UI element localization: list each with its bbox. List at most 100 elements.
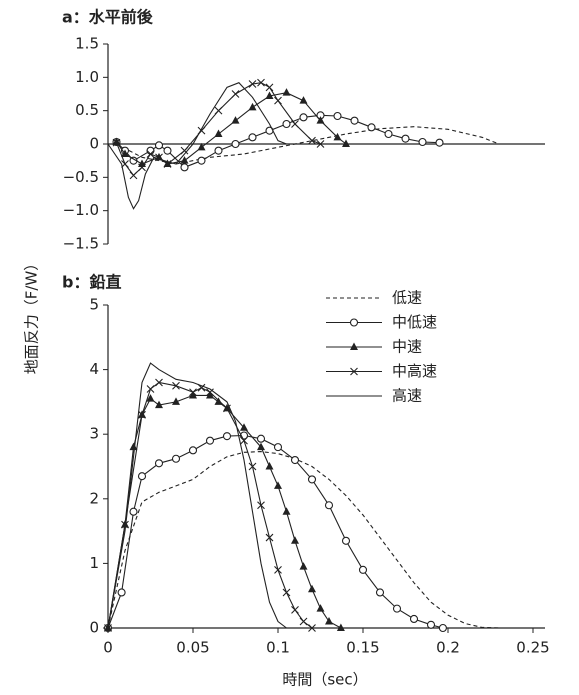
y-tick-label: 3 [89,425,99,443]
y-tick-label: 1 [89,554,99,572]
data-point [137,472,147,481]
data-point [257,501,265,510]
data-point [274,481,282,489]
data-point [155,400,163,409]
data-point [206,388,214,397]
data-point [214,146,223,155]
data-point [129,171,138,180]
data-point [418,137,427,147]
data-point [248,80,257,88]
data-point [172,397,180,405]
data-point [117,588,126,597]
y-tick-label: −1.5 [63,235,99,253]
data-point [197,142,206,151]
x-tick-label: 0.1 [266,639,290,657]
data-point [154,459,164,468]
data-point [205,436,215,445]
data-point [180,156,189,164]
data-point [171,454,181,463]
data-point [401,134,410,143]
data-point [265,462,274,470]
data-point [206,390,214,399]
data-point [112,137,121,145]
data-point [248,133,257,142]
x-tick-label: 0 [103,639,113,657]
y-tick-label: 2 [89,489,99,507]
data-point [316,604,325,612]
data-point [121,160,129,168]
data-point [138,410,146,419]
data-point [325,617,333,625]
panel-b-title: b：鉛直 [62,273,121,292]
data-point [146,150,155,158]
data-point [214,106,223,115]
panel-a-title: a：水平前後 [62,8,154,27]
data-point [438,623,447,633]
data-point [350,116,359,125]
y-tick-label: 0 [89,619,99,637]
series-line [107,394,342,629]
data-point [299,96,308,104]
data-point [146,146,155,155]
x-tick-label: 0.05 [176,639,209,657]
data-point [358,565,368,574]
legend-label: 中低速 [392,313,437,331]
data-point [333,111,342,121]
data-point [282,507,291,515]
data-point [265,533,274,542]
data-point [409,614,419,624]
data-point [290,455,300,465]
data-point [282,588,291,597]
x-tick-label: 0.25 [516,639,549,657]
data-point [316,116,325,124]
y-tick-label: 0 [89,135,99,153]
legend-marker [350,342,358,350]
data-point [214,129,223,137]
data-point [155,378,163,387]
data-point [188,446,198,455]
series-line [107,381,313,629]
x-tick-label: 0.15 [346,639,379,657]
legend-label: 高速 [392,387,422,405]
data-point [189,388,197,397]
data-point [282,119,291,129]
data-point [154,141,164,150]
x-axis-label: 時間（sec） [282,671,367,689]
data-point [240,436,248,445]
y-tick-label: −1.0 [63,201,99,219]
data-point [308,584,316,593]
y-tick-label: 1.5 [75,35,99,53]
data-point [146,385,155,393]
series-line [107,82,287,210]
data-point [291,606,299,614]
data-point [375,588,385,597]
legend-marker [349,318,359,327]
data-point [308,624,316,632]
data-point [248,102,257,111]
data-point [316,140,325,148]
series-line [116,92,347,165]
legend-label: 中速 [392,338,422,356]
data-point [129,442,138,451]
data-point [257,78,265,87]
data-point [342,139,350,147]
data-point [231,90,240,98]
series-line [107,362,287,629]
data-point [299,562,308,570]
series-line [107,434,444,629]
y-tick-label: 1.0 [75,68,99,86]
data-point [299,113,308,122]
data-point [435,138,444,147]
data-point [138,163,146,172]
legend-label: 低速 [392,289,422,307]
data-point [291,120,299,128]
data-point [214,397,223,405]
y-tick-label: 5 [89,296,99,314]
y-tick-label: 4 [89,360,99,378]
data-point [231,116,240,124]
y-tick-label: −0.5 [63,168,99,186]
data-point [163,160,172,168]
data-point [121,149,129,157]
legend-label: 中高速 [392,362,437,380]
